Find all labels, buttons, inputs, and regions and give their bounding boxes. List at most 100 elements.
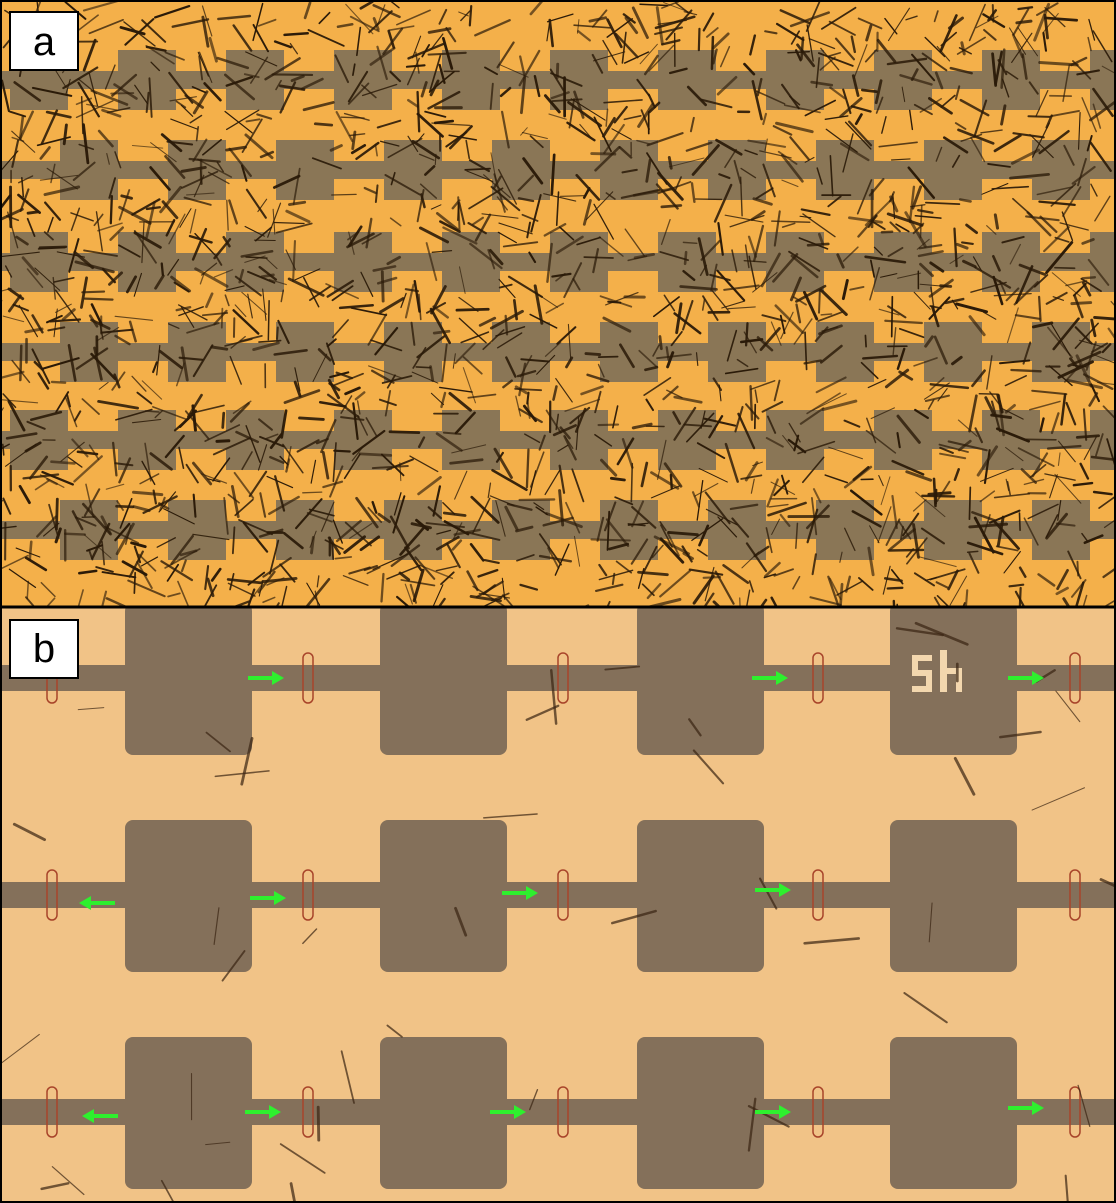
nanowire [277, 328, 278, 340]
nanowire [146, 411, 159, 412]
electrode-pad [890, 1037, 1017, 1189]
nanowire [1055, 268, 1075, 269]
nanowire [1083, 277, 1095, 278]
nanowire [162, 264, 163, 275]
electrode-pad [1032, 322, 1090, 382]
electrode-pad [168, 322, 226, 382]
nanowire [821, 314, 831, 315]
nanowire [520, 499, 555, 500]
figure: a b [0, 0, 1116, 1203]
electrode-pad [982, 50, 1040, 110]
nanowire [1011, 370, 1040, 371]
electrode-pad [874, 410, 932, 470]
nanowire [599, 357, 618, 358]
nanowire [28, 212, 38, 213]
nanowire [360, 454, 390, 456]
nanowire [458, 203, 459, 220]
nanowire [111, 196, 112, 223]
electrode-pad [637, 1037, 764, 1189]
electrode-pad [890, 820, 1017, 972]
nanowire [470, 6, 471, 25]
electrode-pad [550, 232, 608, 292]
electrode-pad [924, 140, 982, 200]
nanowire [892, 297, 893, 337]
nanowire [418, 92, 420, 131]
nanowire [1077, 436, 1098, 438]
nanowire [527, 450, 529, 488]
nanowire [962, 242, 973, 243]
electrode-pad [125, 1037, 252, 1189]
panel-b-image [0, 603, 1116, 1203]
nanowire [390, 432, 419, 433]
electrode-pad [276, 140, 334, 200]
nanowire [788, 52, 809, 53]
nanowire [334, 451, 349, 452]
nanowire [85, 299, 113, 300]
electrode-pad [492, 322, 550, 382]
nanowire [65, 534, 85, 535]
nanowire [1039, 297, 1040, 321]
electrode-pad [60, 140, 118, 200]
nanowire [222, 309, 223, 328]
page: a b (() => { const data = JSON.parse(doc… [0, 0, 1116, 1203]
nanowire [1072, 303, 1091, 304]
electrode-pad [637, 820, 764, 972]
electrode-pad [1090, 410, 1116, 470]
nanowire [685, 252, 686, 264]
electrode-pad [492, 140, 550, 200]
electrode-pad [924, 322, 982, 382]
nanowire [52, 382, 65, 383]
electrode-pad [924, 500, 982, 560]
nanowire [751, 386, 752, 420]
nanowire [862, 90, 876, 92]
nanowire [586, 354, 600, 355]
nanowire [712, 37, 713, 69]
nanowire [303, 492, 322, 493]
electrode-pad [380, 820, 507, 972]
nanowire [969, 487, 970, 519]
electrode-pad [816, 140, 874, 200]
electrode-pad [637, 603, 764, 755]
nanowire [117, 506, 133, 507]
panel-label: b [33, 627, 55, 671]
nanowire [3, 444, 4, 454]
nanowire [560, 196, 583, 197]
nanowire [51, 462, 74, 464]
nanowire [434, 331, 449, 333]
electrode-pad [380, 1037, 507, 1189]
nanowire [671, 475, 672, 488]
electrode-pad [226, 50, 284, 110]
nanowire [217, 441, 229, 442]
nanowire [631, 464, 632, 502]
nanowire [435, 121, 452, 123]
nanowire [444, 433, 461, 434]
electrode-pad [125, 820, 252, 972]
nanowire [608, 302, 620, 303]
nanowire [922, 496, 954, 497]
nanowire [416, 367, 430, 368]
nanowire [27, 581, 28, 598]
nanowire [318, 1107, 319, 1140]
nanowire [20, 346, 21, 380]
nanowire [611, 478, 624, 480]
nanowire [268, 301, 269, 340]
nanowire [591, 539, 629, 540]
nanowire [699, 29, 700, 50]
nanowire [865, 336, 866, 347]
nanowire [382, 272, 383, 301]
nanowire [662, 205, 681, 206]
nanowire [584, 257, 613, 258]
nanowire [273, 74, 313, 75]
nanowire [683, 242, 696, 243]
panel-label: a [33, 20, 56, 64]
nanowire [82, 292, 104, 293]
nanowire [223, 413, 224, 428]
nanowire [457, 309, 488, 310]
electrode-pad [890, 603, 1017, 755]
electrode-pad [125, 603, 252, 755]
nanowire [341, 117, 364, 118]
nanowire [285, 33, 308, 35]
nanowire [30, 542, 32, 560]
nanowire [1028, 116, 1049, 117]
electrode-pad [766, 410, 824, 470]
